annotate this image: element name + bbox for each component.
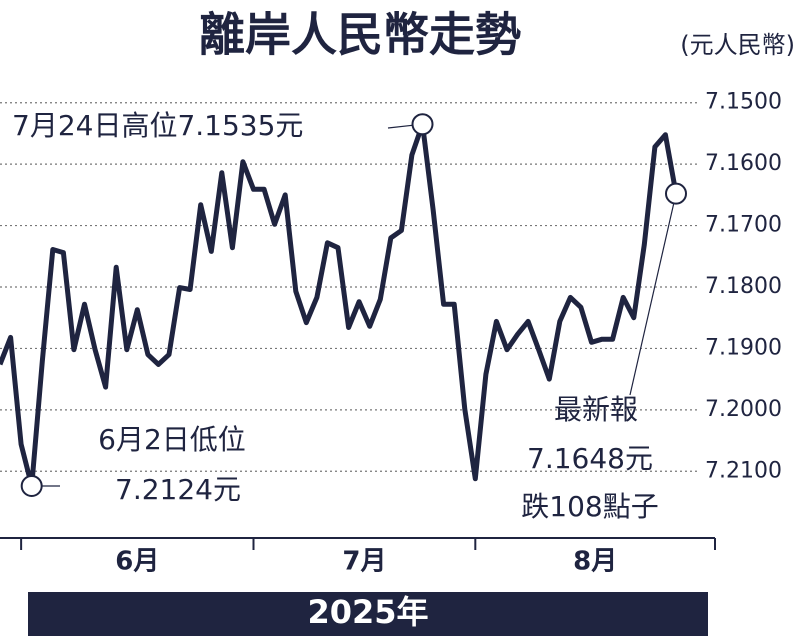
unit-label: (元人民幣) bbox=[680, 31, 795, 59]
footer-year: 2025年 bbox=[307, 593, 428, 631]
y-tick-label: 7.1900 bbox=[705, 335, 782, 360]
callout-line bbox=[629, 193, 677, 396]
y-tick-label: 7.2000 bbox=[705, 397, 782, 422]
x-tick-label: 7月 bbox=[342, 547, 386, 577]
annotation-latest: 7.1648元 bbox=[527, 442, 653, 475]
annotation-high: 7月24日高位7.1535元 bbox=[12, 109, 303, 142]
line bbox=[0, 121, 679, 489]
callout-marker bbox=[20, 475, 43, 498]
y-tick-label: 7.2100 bbox=[705, 458, 782, 483]
x-tick-label: 6月 bbox=[115, 547, 159, 577]
y-tick-label: 7.1500 bbox=[705, 90, 782, 115]
chart-title: 離岸人民幣走勢 bbox=[199, 8, 521, 62]
annotation-low: 7.2124元 bbox=[115, 473, 241, 506]
y-tick-label: 7.1800 bbox=[705, 274, 782, 299]
annotation-low: 6月2日低位 bbox=[98, 423, 246, 456]
callout-marker bbox=[411, 113, 434, 136]
y-tick-label: 7.1600 bbox=[705, 151, 782, 176]
y-tick-label: 7.1700 bbox=[705, 213, 782, 238]
annotation-latest: 跌108點子 bbox=[521, 490, 658, 523]
x-tick-label: 8月 bbox=[573, 547, 617, 577]
footer-bar bbox=[28, 592, 708, 636]
callout-marker bbox=[665, 182, 687, 205]
